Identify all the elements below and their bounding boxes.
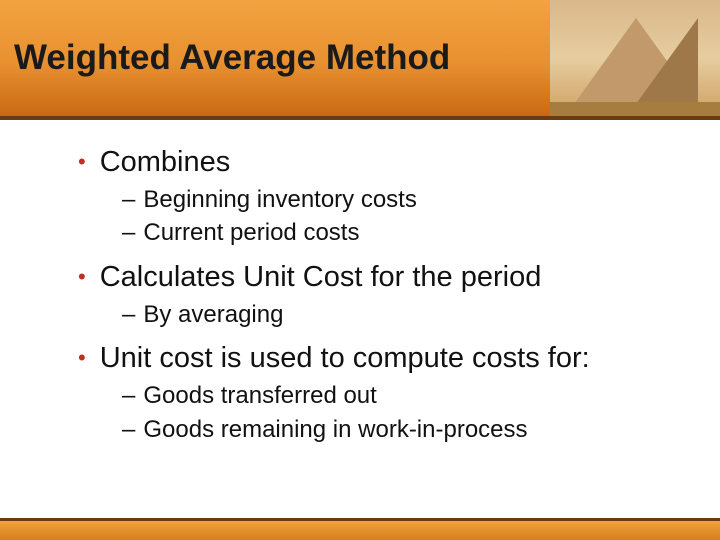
bullet-text: Combines [100,144,231,180]
bullet-dot-icon: • [78,151,86,173]
sub-bullet-text: Current period costs [143,217,359,248]
dash-icon: – [122,301,135,329]
sub-bullet-text: By averaging [143,299,283,330]
pyramid-image [550,0,720,116]
bullet-level2: – By averaging [122,299,672,330]
slide-footer [0,518,720,540]
bullet-level2: – Goods remaining in work-in-process [122,414,672,445]
bullet-level2: – Current period costs [122,217,672,248]
bullet-level1: • Calculates Unit Cost for the period – … [78,259,672,330]
slide-body: • Combines – Beginning inventory costs –… [0,120,720,445]
dash-icon: – [122,219,135,247]
bullet-dot-icon: • [78,266,86,288]
bullet-level1: • Combines – Beginning inventory costs –… [78,144,672,249]
sub-bullet-text: Goods remaining in work-in-process [143,414,527,445]
dash-icon: – [122,382,135,410]
bullet-level1: • Unit cost is used to compute costs for… [78,340,672,445]
slide-title: Weighted Average Method [14,38,450,78]
sub-bullet-text: Beginning inventory costs [143,184,417,215]
slide-header: Weighted Average Method [0,0,720,116]
bullet-level2: – Goods transferred out [122,380,672,411]
bullet-level2: – Beginning inventory costs [122,184,672,215]
sub-bullet-text: Goods transferred out [143,380,376,411]
dash-icon: – [122,416,135,444]
dash-icon: – [122,186,135,214]
bullet-text: Calculates Unit Cost for the period [100,259,542,295]
bullet-dot-icon: • [78,347,86,369]
bullet-text: Unit cost is used to compute costs for: [100,340,590,376]
